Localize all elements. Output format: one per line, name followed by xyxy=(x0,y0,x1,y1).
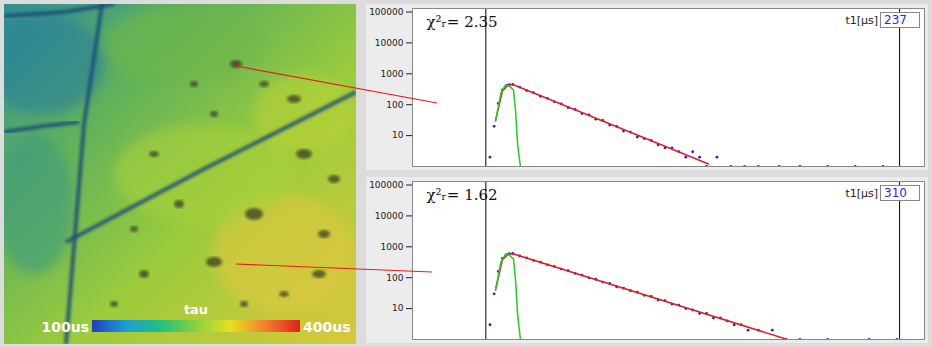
svg-text:1000: 1000 xyxy=(381,242,404,252)
svg-text:100000: 100000 xyxy=(369,7,404,17)
svg-text:400us: 400us xyxy=(303,319,351,335)
svg-text:1000: 1000 xyxy=(381,69,404,79)
svg-text:χ²ᵣ= 2.35: χ²ᵣ= 2.35 xyxy=(427,13,498,31)
html-text:t1[µs]: t1[µs] xyxy=(845,187,878,200)
html-text:310: 310 xyxy=(884,186,907,200)
svg-text:10000: 10000 xyxy=(375,38,404,48)
svg-text:100000: 100000 xyxy=(369,180,404,190)
html-text:t1[µs]: t1[µs] xyxy=(845,14,878,27)
svg-text:100: 100 xyxy=(386,273,403,283)
svg-text:100: 100 xyxy=(386,100,403,110)
html-text:237: 237 xyxy=(884,13,907,27)
svg-text:10: 10 xyxy=(392,303,404,313)
svg-text:10000: 10000 xyxy=(375,211,404,221)
svg-text:100us: 100us xyxy=(41,319,89,335)
svg-text:tau: tau xyxy=(184,302,208,317)
svg-text:10: 10 xyxy=(392,130,404,140)
svg-text:χ²ᵣ= 1.62: χ²ᵣ= 1.62 xyxy=(427,186,498,204)
